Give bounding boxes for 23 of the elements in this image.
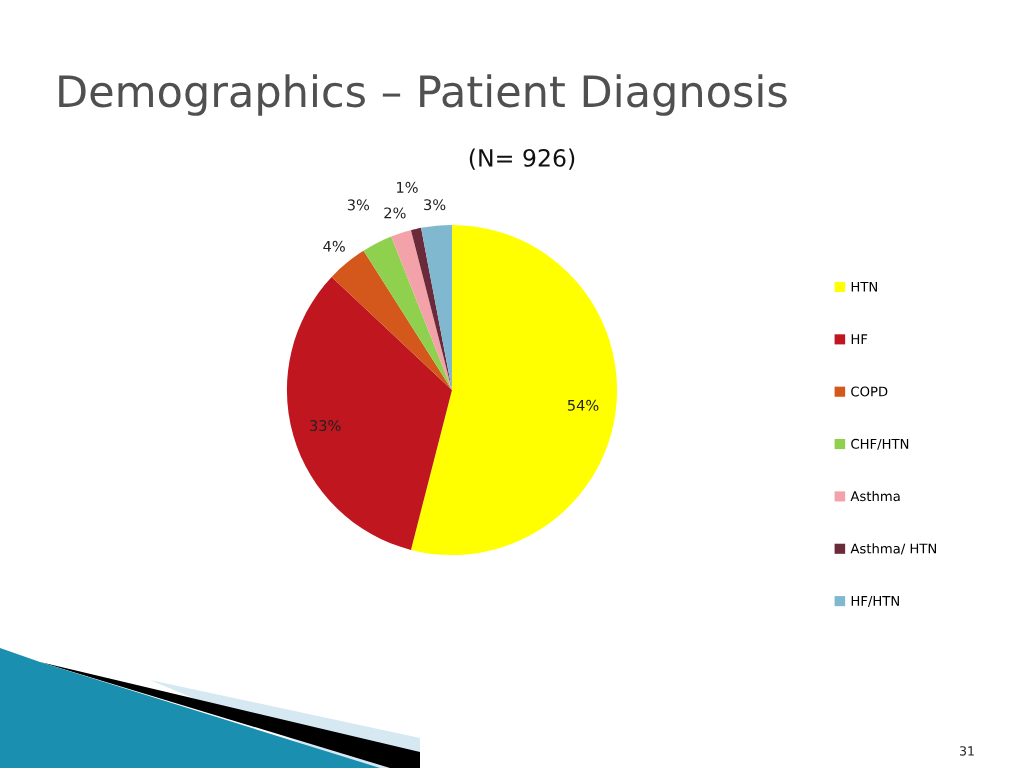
legend-label: CHF/HTN <box>851 438 909 450</box>
legend-label: COPD <box>851 386 888 397</box>
chart-title: Demographics – Patient Diagnosis <box>59 74 787 116</box>
pie-slice <box>331 250 452 391</box>
data-label: 2% <box>384 207 406 219</box>
data-label: 1% <box>397 181 418 193</box>
text: 31 <box>960 746 974 756</box>
chart-subtitle: (N= 926) <box>469 148 575 170</box>
data-label: 3% <box>347 199 370 211</box>
legend-label: Asthma <box>850 490 900 502</box>
legend-label: HF/HTN <box>851 596 899 607</box>
pie-slice <box>410 227 452 391</box>
legend-label: Asthma/ HTN <box>850 543 936 555</box>
data-label: 33% <box>310 420 341 432</box>
legend-label: HF <box>851 334 868 344</box>
pie-slice <box>410 224 618 556</box>
data-label: 3% <box>424 199 446 211</box>
pie-slice <box>391 230 452 391</box>
data-label: 54% <box>567 399 599 411</box>
legend-label: HTN <box>851 281 877 292</box>
data-label: 4% <box>323 240 345 252</box>
pie-slice <box>286 277 452 550</box>
pie-slice <box>363 236 452 391</box>
